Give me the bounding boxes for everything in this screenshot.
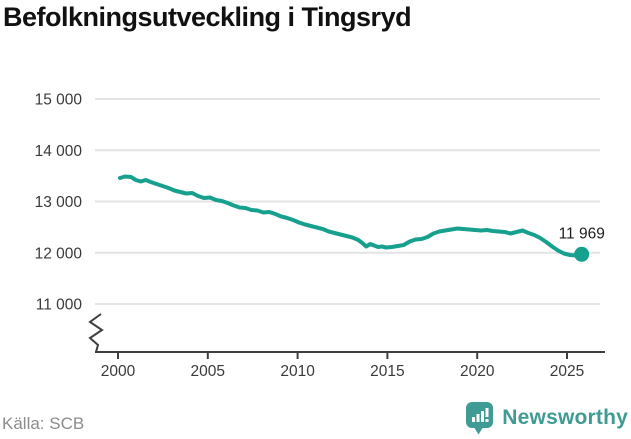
population-line [118,174,584,258]
y-axis-labels: 15 000 14 000 13 000 12 000 11 000 [35,92,83,314]
x-tick-label: 2015 [370,363,404,380]
y-tick-label: 11 000 [36,297,83,314]
x-tick-label: 2000 [101,363,136,380]
latest-value-label: 11 969 [559,225,605,242]
axis-break-zigzag [88,313,104,353]
newsworthy-icon [466,401,494,434]
x-axis: 2000 2005 2010 2015 2020 2025 [95,351,605,380]
newsworthy-logo: Newsworthy [465,400,628,436]
latest-value-dot [574,246,590,262]
y-tick-label: 13 000 [35,194,83,211]
y-tick-label: 12 000 [35,245,83,262]
x-tick-label: 2020 [460,363,495,380]
gridlines [95,98,600,305]
x-tick-label: 2025 [550,363,584,380]
x-tick-label: 2005 [191,363,225,380]
newsworthy-wordmark: Newsworthy [502,406,628,429]
chart-title: Befolkningsutveckling i Tingsryd [3,2,412,32]
source-note: Källa: SCB [2,414,85,433]
y-tick-label: 14 000 [35,143,83,160]
x-tick-label: 2010 [280,363,315,380]
y-tick-label: 15 000 [35,92,83,109]
